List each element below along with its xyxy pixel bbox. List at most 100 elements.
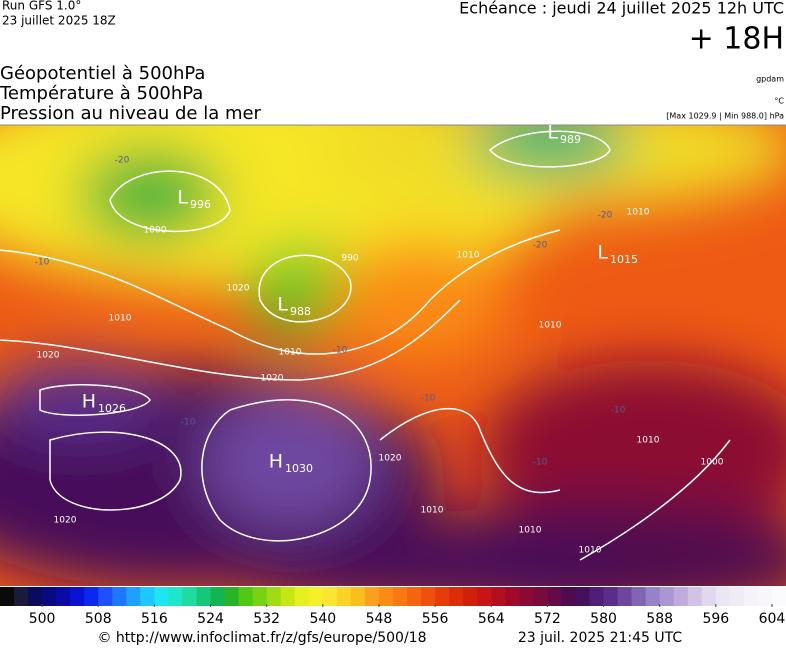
map xyxy=(0,125,786,586)
scale-swatch xyxy=(477,587,492,606)
isotherm-label: -10 xyxy=(181,418,196,428)
scale-swatch xyxy=(196,587,212,606)
scale-label: 588 xyxy=(646,611,673,627)
scale-swatch xyxy=(112,587,127,606)
isobar-label: 1010 xyxy=(579,546,602,556)
scale-swatch xyxy=(126,587,141,606)
scale-swatch xyxy=(463,587,478,606)
isotherm-label: -10 xyxy=(333,346,348,356)
unit: gpdam xyxy=(756,75,784,84)
scale-swatch xyxy=(84,587,99,606)
scale-label: 556 xyxy=(422,611,449,627)
isobar-label: 1020 xyxy=(379,454,402,464)
scale-swatch xyxy=(547,587,562,606)
scale-label: 524 xyxy=(197,611,224,627)
center-value: 1026 xyxy=(98,402,126,415)
center-type: H xyxy=(269,451,283,473)
scale-label: 540 xyxy=(309,611,336,627)
scale-swatch xyxy=(224,587,240,606)
scale-label: 580 xyxy=(590,611,617,627)
scale-swatch xyxy=(294,587,310,606)
isobar-label: 1020 xyxy=(227,284,250,294)
source: © http://www.infoclimat.fr/z/gfs/europe/… xyxy=(97,630,426,646)
center-type: L xyxy=(177,187,188,209)
center-type: L xyxy=(277,294,288,316)
isobar-label: 1010 xyxy=(457,251,480,261)
center-value: 996 xyxy=(190,198,211,211)
scale-swatch xyxy=(238,587,254,606)
run-date: 23 juillet 2025 18Z xyxy=(2,14,116,28)
center-value: 1030 xyxy=(285,462,313,475)
scale-label: 516 xyxy=(141,611,168,627)
scale-swatch xyxy=(308,587,324,606)
unit: [Max 1029.9 | Min 988.0] hPa xyxy=(666,112,784,121)
scale-swatch xyxy=(210,587,226,606)
scale-swatch xyxy=(533,587,548,606)
scale-label: 532 xyxy=(253,611,280,627)
isobar-label: 1010 xyxy=(627,208,650,218)
scale-swatch xyxy=(743,587,759,606)
scale-swatch xyxy=(70,587,85,606)
isobar-label: 990 xyxy=(341,254,358,264)
unit: °C xyxy=(774,97,784,106)
scale-swatch xyxy=(140,587,155,606)
isobar-label: 1010 xyxy=(519,526,542,536)
scale-swatch xyxy=(336,587,352,606)
center-type: L xyxy=(547,122,558,144)
scale-label: 508 xyxy=(85,611,112,627)
scale-swatch xyxy=(378,587,394,606)
scale-swatch xyxy=(266,587,282,606)
scale-swatch xyxy=(168,587,183,606)
scale-swatch xyxy=(771,587,786,606)
isobar-label: 1010 xyxy=(109,314,132,324)
scale-swatch xyxy=(350,587,366,606)
isotherm-label: -10 xyxy=(611,406,626,416)
scale-swatch xyxy=(435,587,450,606)
scale-label: 596 xyxy=(702,611,729,627)
scale-swatch xyxy=(645,587,661,606)
center-value: 988 xyxy=(290,305,311,318)
isotherm-label: -10 xyxy=(35,258,50,268)
generated: 23 juil. 2025 21:45 UTC xyxy=(518,630,683,646)
isobar-label: 1010 xyxy=(637,436,660,446)
scale-swatch xyxy=(421,587,436,606)
isobar-label: 1000 xyxy=(701,458,724,468)
scale-label: 548 xyxy=(366,611,393,627)
scale-swatch xyxy=(491,587,506,606)
isobar-label: 1020 xyxy=(54,516,77,526)
scale-swatch xyxy=(280,587,296,606)
scale-swatch xyxy=(407,587,422,606)
scale-swatch xyxy=(322,587,338,606)
scale-swatch xyxy=(393,587,408,606)
scale-swatch xyxy=(449,587,464,606)
scale-label: 604 xyxy=(759,611,786,627)
scale-swatch xyxy=(757,587,773,606)
valid-time: Echéance : jeudi 24 juillet 2025 12h UTC xyxy=(459,0,784,18)
center-value: 989 xyxy=(560,133,581,146)
scale-swatch xyxy=(561,587,576,606)
center-type: H xyxy=(82,391,96,413)
scale-swatch xyxy=(603,587,619,606)
lead-time: + 18H xyxy=(689,22,784,57)
scale-swatch xyxy=(28,587,43,606)
isobar-label: 1010 xyxy=(539,321,562,331)
scale-swatch xyxy=(154,587,169,606)
scale-swatch xyxy=(659,587,675,606)
scale-label: 500 xyxy=(29,611,56,627)
scale-swatch xyxy=(519,587,534,606)
isotherm-label: -20 xyxy=(598,211,613,221)
field: Température à 500hPa xyxy=(0,83,203,104)
center-type: L xyxy=(597,242,608,264)
scale-swatch xyxy=(505,587,520,606)
scale-swatch xyxy=(252,587,268,606)
run: Run GFS 1.0° xyxy=(2,0,81,13)
center-value: 1015 xyxy=(610,253,638,266)
scale-swatch xyxy=(42,587,57,606)
scale-swatch xyxy=(589,587,605,606)
scale-swatch xyxy=(0,587,15,606)
isobar-label: 1000 xyxy=(144,226,167,236)
scale-label: 564 xyxy=(478,611,505,627)
scale-swatch xyxy=(575,587,590,606)
isobar-label: 1020 xyxy=(261,374,284,384)
